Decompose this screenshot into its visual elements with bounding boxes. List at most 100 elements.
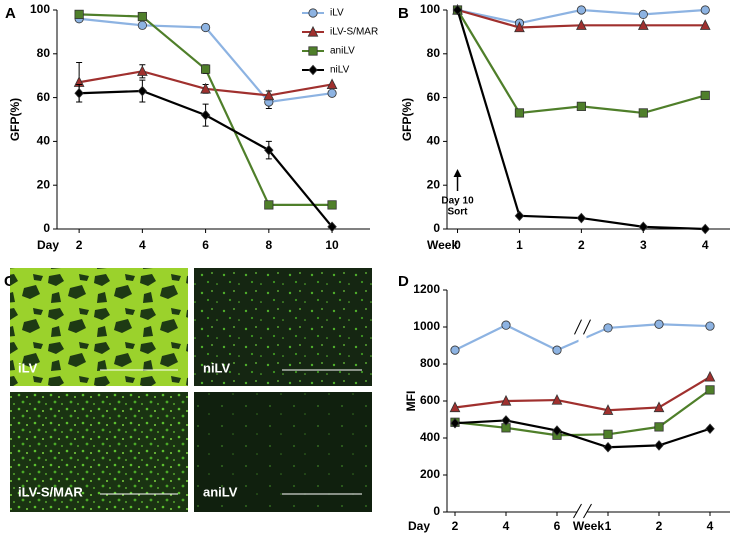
marker — [654, 422, 664, 432]
micrograph-label: iLV — [18, 360, 38, 375]
y-tick-label: 100 — [420, 2, 440, 16]
legend-marker — [308, 46, 318, 56]
series-line — [454, 376, 711, 412]
marker — [200, 22, 211, 33]
marker — [704, 370, 716, 382]
marker — [74, 87, 84, 99]
marker — [638, 221, 649, 233]
x-axis-label: Day — [408, 519, 430, 533]
annotation-arrowhead — [453, 169, 462, 177]
marker — [501, 320, 511, 330]
y-axis-label: MFI — [404, 391, 418, 412]
x-tick-label: 2 — [578, 238, 585, 252]
legend-marker — [308, 64, 318, 76]
y-tick-label: 1200 — [413, 282, 440, 296]
marker — [699, 19, 711, 30]
x-tick-label: 4 — [702, 238, 709, 252]
marker — [264, 144, 274, 156]
marker — [326, 78, 338, 90]
y-tick-label: 600 — [420, 393, 440, 407]
marker — [603, 441, 613, 453]
marker — [638, 108, 648, 118]
marker — [700, 223, 710, 235]
y-axis-label: GFP(%) — [8, 98, 22, 141]
y-axis-label: GFP(%) — [400, 98, 414, 141]
marker — [200, 109, 211, 121]
marker — [552, 425, 562, 436]
marker — [449, 401, 461, 413]
micrograph-label: iLV-S/MAR — [18, 484, 83, 499]
marker — [327, 221, 337, 233]
y-tick-label: 0 — [43, 221, 50, 235]
marker — [552, 345, 562, 355]
marker — [74, 9, 84, 19]
marker — [264, 200, 274, 210]
marker — [137, 85, 148, 97]
x-tick-label: 2 — [452, 519, 459, 533]
marker — [327, 88, 337, 98]
legend-label: niLV — [330, 65, 350, 76]
x-tick-label: 1 — [516, 238, 523, 252]
x-tick-label: 2 — [656, 519, 663, 533]
micrograph — [194, 392, 372, 512]
legend-marker — [308, 8, 318, 18]
marker — [514, 21, 525, 33]
y-tick-label: 40 — [37, 134, 51, 148]
marker — [653, 401, 665, 413]
legend-marker — [307, 25, 319, 37]
x-tick-label: 6 — [202, 238, 209, 252]
x-tick-label: 6 — [554, 519, 561, 533]
marker — [700, 90, 710, 101]
marker — [514, 210, 525, 222]
x-axis-label: Week — [573, 519, 604, 533]
panel-letter: B — [398, 5, 409, 22]
y-tick-label: 0 — [433, 504, 440, 518]
marker — [654, 440, 664, 451]
micrograph — [10, 392, 188, 512]
x-tick-label: 3 — [640, 238, 647, 252]
marker — [200, 82, 211, 94]
marker — [327, 200, 337, 210]
y-tick-label: 800 — [420, 356, 440, 370]
x-tick-label: 4 — [707, 519, 714, 533]
y-tick-label: 200 — [420, 467, 440, 481]
x-tick-label: 1 — [605, 519, 612, 533]
y-tick-label: 80 — [427, 46, 441, 60]
marker — [705, 321, 715, 331]
legend-label: iLV-S/MAR — [330, 27, 378, 38]
marker — [450, 345, 460, 355]
x-tick-label: 0 — [454, 238, 461, 252]
x-axis-label: Week — [427, 238, 458, 252]
y-tick-label: 20 — [427, 177, 441, 191]
legend-label: iLV — [330, 8, 344, 19]
marker — [654, 319, 664, 329]
series-line — [454, 419, 711, 449]
x-tick-label: 4 — [139, 238, 146, 252]
x-tick-label: 2 — [76, 238, 83, 252]
marker — [263, 89, 275, 101]
marker — [700, 5, 710, 15]
micrograph — [10, 268, 188, 386]
micrograph-label: niLV — [203, 360, 231, 375]
panel-letter: C — [4, 273, 15, 290]
marker — [137, 20, 147, 30]
y-tick-label: 400 — [420, 430, 440, 444]
marker — [637, 19, 649, 30]
y-tick-label: 80 — [37, 46, 51, 60]
marker — [602, 404, 614, 415]
y-tick-label: 60 — [37, 90, 51, 104]
marker — [551, 393, 563, 405]
marker — [705, 385, 715, 395]
marker — [137, 65, 148, 76]
y-tick-label: 60 — [427, 90, 441, 104]
marker — [638, 9, 648, 19]
y-tick-label: 40 — [427, 134, 441, 148]
marker — [576, 212, 587, 224]
marker — [705, 423, 715, 435]
panel-letter: A — [5, 5, 16, 22]
x-tick-label: 8 — [265, 238, 272, 252]
y-tick-label: 20 — [37, 177, 51, 191]
x-tick-label: 4 — [503, 519, 510, 533]
micrograph — [194, 268, 372, 386]
